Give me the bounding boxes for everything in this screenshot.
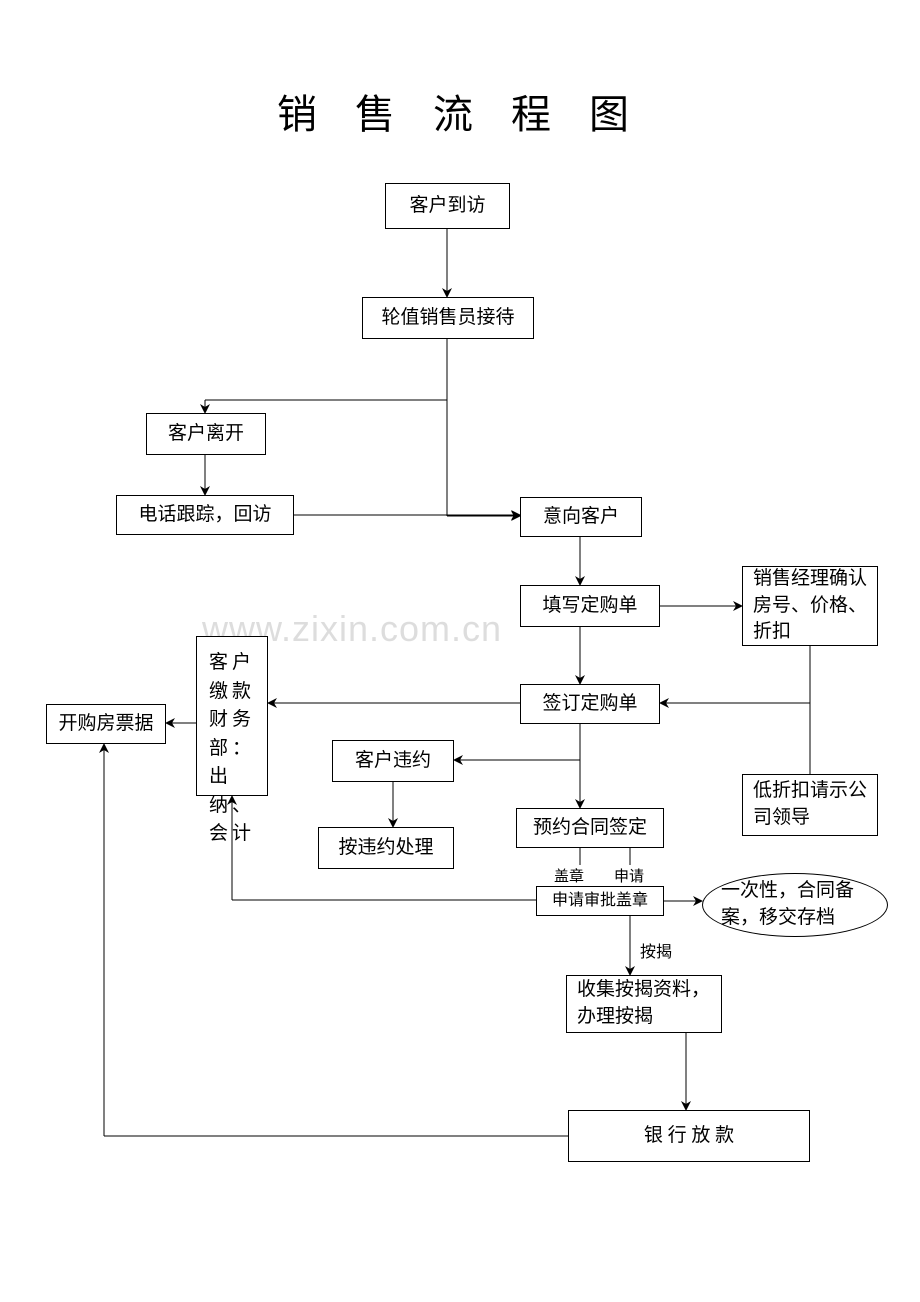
node-finance: 客户缴款财务部：出纳、会计 — [196, 636, 268, 796]
node-customer-leave: 客户离开 — [146, 413, 266, 455]
node-default-process: 按违约处理 — [318, 827, 454, 869]
node-receipt: 开购房票据 — [46, 704, 166, 744]
node-low-discount: 低折扣请示公司领导 — [742, 774, 878, 836]
edge-label-stamp: 盖章 — [552, 865, 586, 886]
node-sales-receive: 轮值销售员接待 — [362, 297, 534, 339]
node-fill-order: 填写定购单 — [520, 585, 660, 627]
node-contract-appoint: 预约合同签定 — [516, 808, 664, 848]
node-customer-default: 客户违约 — [332, 740, 454, 782]
node-stamp-apply: 申请审批盖章 — [536, 886, 664, 916]
node-mortgage: 收集按揭资料，办理按揭 — [566, 975, 722, 1033]
edge-label-mortgage: 按揭 — [638, 938, 674, 962]
node-archive: 一次性，合同备案，移交存档 — [702, 873, 888, 937]
node-bank-loan: 银 行 放 款 — [568, 1110, 810, 1162]
node-intent-customer: 意向客户 — [520, 497, 642, 537]
node-sign-order: 签订定购单 — [520, 684, 660, 724]
node-customer-visit: 客户到访 — [385, 183, 510, 229]
node-phone-followup: 电话跟踪，回访 — [116, 495, 294, 535]
node-manager-confirm: 销售经理确认房号、价格、折扣 — [742, 566, 878, 646]
edge-label-apply: 申请 — [612, 865, 646, 886]
